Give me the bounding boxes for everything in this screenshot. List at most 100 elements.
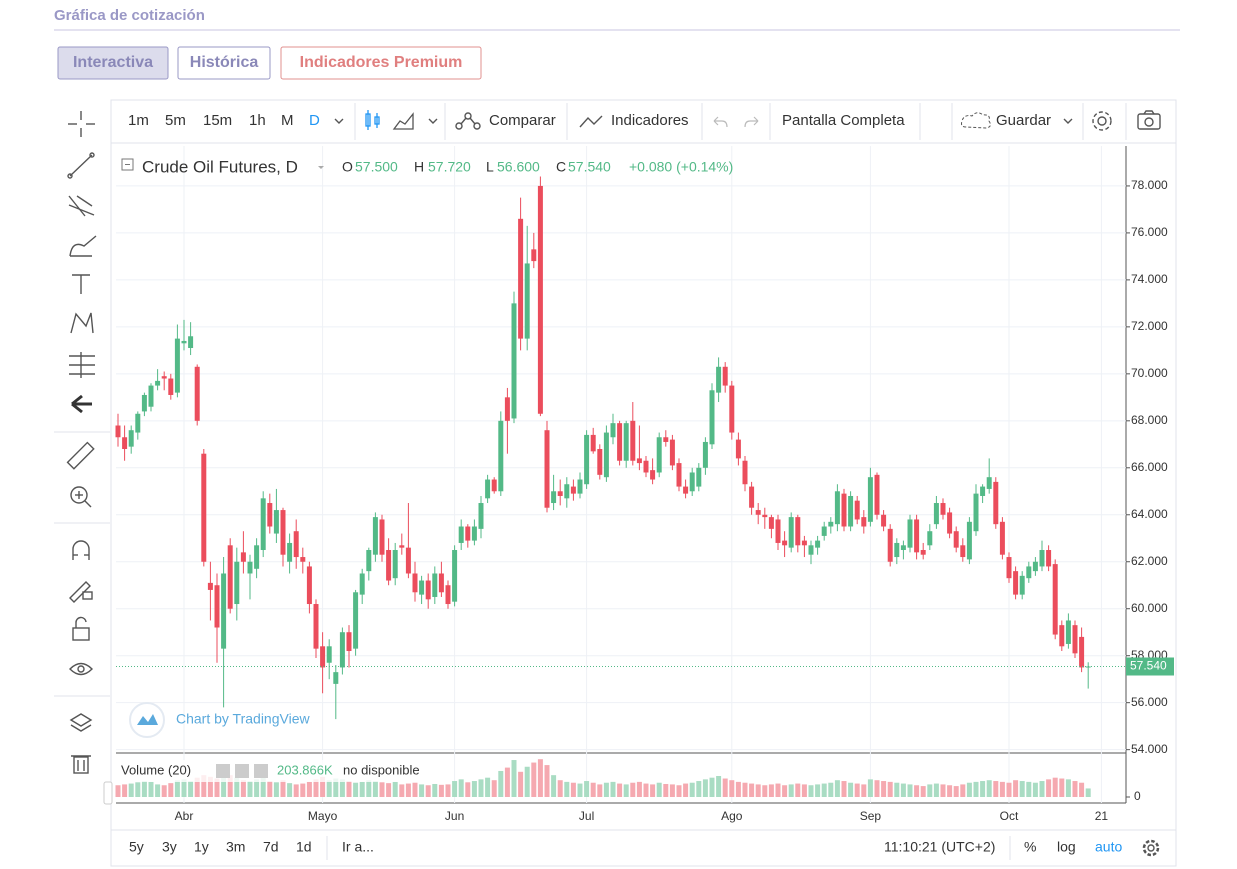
volume-bar bbox=[1006, 782, 1012, 797]
candle-body bbox=[1039, 550, 1045, 567]
indicators-icon[interactable] bbox=[579, 115, 603, 128]
plot: Abr Mayo Jun Jul Ago Sep Oct 2154.00056.00058.0… bbox=[115, 146, 1174, 823]
visibility-tool[interactable] bbox=[69, 662, 93, 676]
candle-body bbox=[372, 517, 378, 555]
watermark-text[interactable]: Chart by TradingView bbox=[176, 711, 310, 727]
area-type-icon[interactable] bbox=[392, 112, 414, 130]
legend-bg bbox=[116, 760, 422, 782]
range-button[interactable]: 1d bbox=[296, 839, 312, 855]
candle-body bbox=[815, 540, 821, 548]
volume-bar bbox=[630, 782, 636, 797]
interval[interactable]: 1h bbox=[249, 112, 266, 129]
range-button[interactable]: 5y bbox=[129, 839, 144, 855]
compare-icon[interactable] bbox=[455, 112, 481, 130]
candle-body bbox=[254, 545, 260, 569]
lock-tool[interactable] bbox=[72, 616, 90, 641]
candle-body bbox=[287, 542, 293, 562]
volume-bar bbox=[821, 783, 827, 797]
compare-button[interactable]: Comparar bbox=[489, 112, 556, 129]
magnet-tool[interactable] bbox=[72, 540, 90, 560]
collapse-toolbar[interactable] bbox=[103, 781, 113, 805]
fib-tool[interactable] bbox=[68, 195, 95, 217]
interval[interactable]: 1m bbox=[128, 112, 149, 129]
legend-icon[interactable] bbox=[216, 764, 230, 778]
trash-tool[interactable] bbox=[71, 755, 91, 774]
candle-type-icon[interactable] bbox=[365, 110, 380, 130]
volume-bar bbox=[1072, 781, 1078, 797]
volume-bar bbox=[848, 782, 854, 797]
crosshair-tool[interactable] bbox=[68, 111, 95, 137]
range-button[interactable]: 3y bbox=[162, 839, 177, 855]
range-button[interactable]: 1y bbox=[194, 839, 209, 855]
prediction-tool[interactable] bbox=[69, 352, 95, 378]
volume-bar bbox=[610, 781, 616, 797]
volume-bar bbox=[128, 783, 134, 797]
volume-bar bbox=[584, 781, 590, 797]
save-button[interactable]: Guardar bbox=[996, 112, 1051, 129]
goto-button[interactable]: Ir a... bbox=[342, 839, 374, 855]
back-icon[interactable] bbox=[71, 394, 92, 414]
range-button[interactable]: 3m bbox=[226, 839, 245, 855]
chevron[interactable] bbox=[428, 118, 438, 124]
volume-bar bbox=[518, 771, 524, 797]
volume-bar bbox=[372, 781, 378, 797]
tab[interactable] bbox=[177, 46, 271, 80]
pattern-tool[interactable] bbox=[70, 312, 94, 334]
volume-bar bbox=[808, 785, 814, 797]
candle-body bbox=[590, 434, 596, 452]
percent-button[interactable]: % bbox=[1024, 839, 1036, 855]
watermark[interactable]: Chart by TradingView bbox=[129, 702, 310, 738]
candle-body bbox=[544, 430, 550, 508]
chevron[interactable] bbox=[334, 118, 344, 124]
line-tool[interactable] bbox=[67, 152, 95, 179]
tab-label[interactable]: Histórica bbox=[190, 54, 259, 71]
volume-bar bbox=[775, 783, 781, 797]
volume-bar bbox=[966, 782, 972, 797]
zoom-tool[interactable] bbox=[70, 486, 92, 508]
fullscreen-button[interactable]: Pantalla Completa bbox=[782, 112, 905, 129]
volume-bar bbox=[458, 779, 464, 797]
legend-icon[interactable] bbox=[254, 764, 268, 778]
candle-body bbox=[788, 517, 794, 548]
log-button[interactable]: log bbox=[1057, 839, 1076, 855]
cloud-icon[interactable] bbox=[961, 112, 991, 129]
candle-body bbox=[749, 486, 755, 508]
indicators-button[interactable]: Indicadores bbox=[611, 112, 689, 129]
snapshot-icon[interactable] bbox=[1137, 110, 1161, 130]
interval[interactable]: 15m bbox=[203, 112, 232, 129]
undo-icon[interactable] bbox=[713, 116, 728, 128]
auto-button[interactable]: auto bbox=[1095, 839, 1122, 855]
candle-body bbox=[742, 460, 748, 485]
settings-icon[interactable] bbox=[1092, 111, 1112, 131]
text-tool[interactable] bbox=[72, 274, 90, 294]
y-tick-label: 78.000 bbox=[1131, 178, 1168, 192]
chevron[interactable] bbox=[1063, 118, 1073, 124]
candle-body bbox=[947, 512, 953, 534]
lock-draw-tool[interactable] bbox=[69, 581, 93, 603]
candle-body bbox=[1026, 566, 1032, 579]
range-button[interactable]: 7d bbox=[263, 839, 279, 855]
volume-bar bbox=[333, 778, 339, 797]
brush-tool[interactable] bbox=[69, 235, 97, 257]
legend-label: O bbox=[342, 159, 353, 175]
settings-icon[interactable] bbox=[1142, 839, 1160, 857]
interval[interactable]: D bbox=[309, 112, 320, 129]
ruler-tool[interactable] bbox=[66, 441, 95, 470]
candle-body bbox=[148, 385, 154, 407]
volume-bar bbox=[636, 781, 642, 797]
collapse-button[interactable] bbox=[121, 158, 134, 171]
volume-bar bbox=[1013, 780, 1019, 797]
legend-value: 57.720 bbox=[428, 159, 471, 175]
tab-label[interactable]: Indicadores Premium bbox=[300, 54, 463, 71]
legend-icon[interactable] bbox=[235, 764, 249, 778]
layers-tool[interactable] bbox=[69, 713, 93, 732]
candle-body bbox=[1013, 571, 1019, 595]
candle-body bbox=[471, 526, 477, 541]
tab[interactable] bbox=[57, 46, 169, 80]
interval[interactable]: M bbox=[281, 112, 294, 129]
tab[interactable] bbox=[280, 46, 482, 80]
redo-icon[interactable] bbox=[744, 116, 759, 128]
interval[interactable]: 5m bbox=[165, 112, 186, 129]
tab-label[interactable]: Interactiva bbox=[73, 54, 153, 71]
